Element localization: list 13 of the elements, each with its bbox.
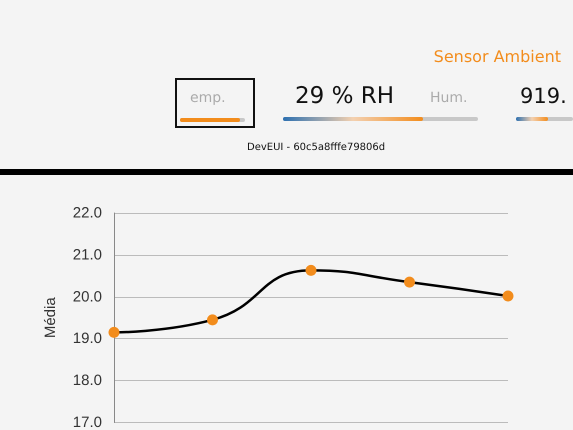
text: Sensor Ambient bbox=[434, 47, 561, 66]
y-tick-label: 22.0 bbox=[72, 204, 102, 222]
y-tick-label: 20.0 bbox=[72, 288, 102, 306]
y-tick-label: 17.0 bbox=[72, 414, 102, 430]
text: DevEUI - 60c5a8fffe79806d bbox=[247, 142, 386, 153]
text: Hum. bbox=[430, 90, 468, 106]
y-tick-label: 19.0 bbox=[72, 330, 102, 348]
y-tick-label: 21.0 bbox=[72, 246, 102, 264]
text: 29 % RH bbox=[295, 83, 394, 109]
y-tick-label: 18.0 bbox=[72, 372, 102, 390]
y-axis-title: Média bbox=[42, 296, 59, 338]
text: emp. bbox=[190, 90, 226, 106]
text: 919. bbox=[520, 84, 567, 108]
